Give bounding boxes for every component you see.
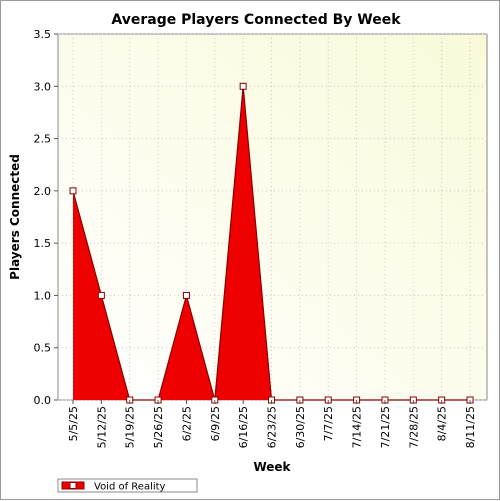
x-tick-label: 6/16/25 <box>237 406 250 448</box>
legend-series-label: Void of Reality <box>94 482 166 493</box>
y-axis-label: Players Connected <box>8 154 22 280</box>
data-point-marker <box>239 82 247 90</box>
x-axis-label: Week <box>253 460 291 474</box>
y-tick-label: 2.5 <box>34 133 52 146</box>
x-tick-label: 8/11/25 <box>464 406 477 448</box>
x-tick-label: 7/7/25 <box>322 406 335 441</box>
y-tick-label: 3.0 <box>34 80 52 93</box>
x-tick-label: 5/12/25 <box>95 406 108 448</box>
x-tick-label: 5/26/25 <box>152 406 165 448</box>
y-tick-label: 0.0 <box>34 394 52 407</box>
legend-box <box>57 478 198 493</box>
data-point-marker <box>69 187 77 195</box>
legend: Void of Reality <box>57 478 198 493</box>
data-point-marker <box>97 291 105 299</box>
y-axis-ticks: 0.0 0.5 1.0 1.5 2.0 2.5 3.0 3.5 <box>34 28 58 407</box>
y-tick-label: 1.5 <box>34 237 52 250</box>
chart-title: Average Players Connected By Week <box>111 12 401 28</box>
x-tick-label: 6/30/25 <box>294 406 307 448</box>
y-tick-label: 1.0 <box>34 289 52 302</box>
x-tick-label: 6/2/25 <box>180 406 193 441</box>
legend-marker <box>69 482 77 489</box>
x-tick-label: 5/5/25 <box>67 406 80 441</box>
y-tick-label: 0.5 <box>34 342 52 355</box>
y-tick-label: 2.0 <box>34 185 52 198</box>
x-tick-label: 7/14/25 <box>351 406 364 448</box>
y-tick-label: 3.5 <box>34 28 52 41</box>
x-axis-ticks: 5/5/25 5/12/25 5/19/25 5/26/25 6/2/25 6/9/25 6… <box>67 400 477 448</box>
data-point-marker <box>182 291 190 299</box>
plot-area <box>57 33 488 401</box>
series-area <box>73 86 471 401</box>
x-tick-label: 5/19/25 <box>124 406 137 448</box>
x-tick-label: 7/21/25 <box>379 406 392 448</box>
x-tick-label: 8/4/25 <box>436 406 449 441</box>
x-tick-label: 7/28/25 <box>407 406 420 448</box>
x-tick-label: 6/23/25 <box>266 406 279 448</box>
x-tick-label: 6/9/25 <box>209 406 222 441</box>
